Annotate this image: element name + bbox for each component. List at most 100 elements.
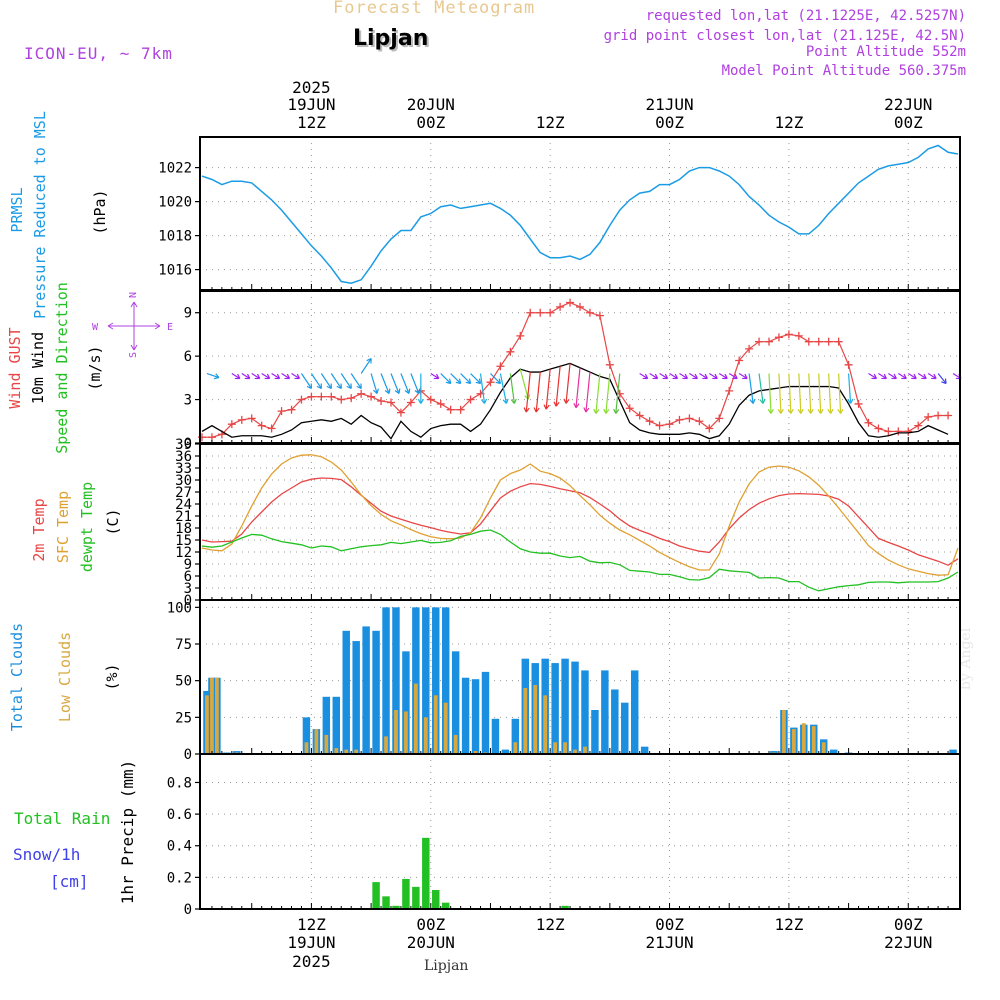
y-tick-label: 1022 xyxy=(158,161,192,177)
gust-marker xyxy=(207,433,216,442)
rain-bar xyxy=(382,896,390,909)
gust-marker xyxy=(237,415,246,424)
y-tick-label: 39 xyxy=(175,437,192,453)
wind-arrow-head xyxy=(797,408,804,414)
wind-direction-arrow xyxy=(868,373,877,380)
wind-arrow-head xyxy=(682,373,689,380)
gust-marker xyxy=(745,344,754,353)
compass-n: N xyxy=(128,292,139,298)
gust-marker xyxy=(655,421,664,430)
total-cloud-bar xyxy=(581,670,589,754)
wind-arrow-head xyxy=(316,383,323,390)
t2m-line xyxy=(201,477,959,566)
wind-direction-arrow xyxy=(479,373,486,404)
wind-direction-arrow xyxy=(460,373,472,384)
total-cloud-bar xyxy=(461,677,470,754)
bottom-axis-hour: 12Z xyxy=(297,915,326,934)
y-tick-label: 100 xyxy=(167,600,192,616)
low-cloud-bar xyxy=(453,734,458,754)
top-axis-date: 19JUN xyxy=(287,95,335,114)
gust-marker xyxy=(944,411,953,420)
low-cloud-bar xyxy=(443,702,448,754)
gust-marker xyxy=(784,330,793,339)
wind-direction-arrow xyxy=(748,373,754,404)
wind-arrow-head xyxy=(254,373,261,380)
wind-arrow-head xyxy=(465,378,472,385)
gust-marker xyxy=(267,424,276,433)
wind-direction-arrow xyxy=(440,373,452,384)
wind-direction-arrow xyxy=(838,373,842,414)
gust-marker xyxy=(854,399,863,408)
gust-marker xyxy=(794,331,803,340)
gust-marker xyxy=(347,394,356,403)
t2m-label: 2m Temp xyxy=(30,498,48,561)
wind-arrow-head xyxy=(455,378,462,385)
low-cloud-bar xyxy=(304,742,309,754)
y-tick-label: 12 xyxy=(175,545,192,561)
gust-marker xyxy=(406,398,415,407)
y-tick-label: 6 xyxy=(184,569,192,585)
gust-marker xyxy=(277,407,286,416)
wind-direction-arrow xyxy=(320,373,332,389)
y-tick-label: 0.8 xyxy=(167,775,192,791)
gust-marker xyxy=(436,399,445,408)
gust-marker xyxy=(705,424,714,433)
total-cloud-bar xyxy=(640,746,649,754)
wind-direction-arrow xyxy=(669,373,678,380)
gust-marker xyxy=(516,331,525,340)
compass-w: W xyxy=(92,322,99,333)
panel-frame-pressure xyxy=(199,136,961,291)
gust-line xyxy=(201,301,949,438)
wind-direction-arrow xyxy=(907,373,917,380)
wind-arrow-head xyxy=(777,408,784,414)
rain-bar xyxy=(402,878,410,909)
wind-speed-label: 10m Wind xyxy=(29,332,47,404)
gust-marker xyxy=(337,395,346,404)
total-cloud-bar xyxy=(949,749,957,754)
total-cloud-bar xyxy=(601,670,609,754)
wind-direction-arrow xyxy=(758,373,764,404)
low-cloud-bar xyxy=(404,711,408,754)
low-cloud-bar xyxy=(394,710,398,754)
total-cloud-bar xyxy=(322,696,331,754)
wind-direction-arrow xyxy=(330,373,342,389)
gust-marker xyxy=(556,302,565,311)
wind-arrow-head xyxy=(264,373,271,380)
wind-arrow-head xyxy=(394,388,401,394)
wind-direction-arrow xyxy=(430,373,440,380)
top-axis-date: 20JUN xyxy=(407,95,455,114)
y-tick-label: 33 xyxy=(175,461,192,477)
gust-marker xyxy=(546,308,555,317)
wind-arrow-head xyxy=(274,373,281,380)
wind-direction-arrow xyxy=(410,373,420,394)
total-cloud-bar xyxy=(362,626,370,754)
compass-rose-icon xyxy=(107,301,161,351)
gust-marker xyxy=(526,308,535,317)
wind-direction-arrow xyxy=(310,373,322,389)
wind-direction-arrow xyxy=(927,373,937,380)
top-axis-date: 21JUN xyxy=(645,95,693,114)
wind-arrow-head xyxy=(294,373,301,380)
wind-direction-arrow xyxy=(291,373,300,380)
wind-arrow-head xyxy=(234,373,241,380)
gust-marker xyxy=(755,337,764,346)
wind-arrow-head xyxy=(414,388,421,394)
wind-direction-label: Speed and Direction xyxy=(53,282,71,454)
wind-direction-arrow xyxy=(639,373,649,380)
frame-layer xyxy=(195,136,961,910)
gust-marker xyxy=(675,415,684,424)
wind-direction-arrow xyxy=(738,373,748,380)
gust-marker xyxy=(924,412,933,421)
wind-speed-line xyxy=(201,362,949,440)
low-cloud-bar xyxy=(583,746,587,754)
wind-direction-arrow xyxy=(271,373,280,380)
gust-marker xyxy=(645,417,654,426)
wind-arrow-head xyxy=(759,398,766,404)
wind-arrow-head xyxy=(553,401,560,407)
low-cloud-bar xyxy=(314,729,319,754)
low-cloud-bar xyxy=(413,683,418,754)
wind-direction-arrow xyxy=(689,373,698,380)
model-altitude: Model Point Altitude 560.375m xyxy=(721,63,966,79)
point-altitude: Point Altitude 552m xyxy=(805,44,966,60)
